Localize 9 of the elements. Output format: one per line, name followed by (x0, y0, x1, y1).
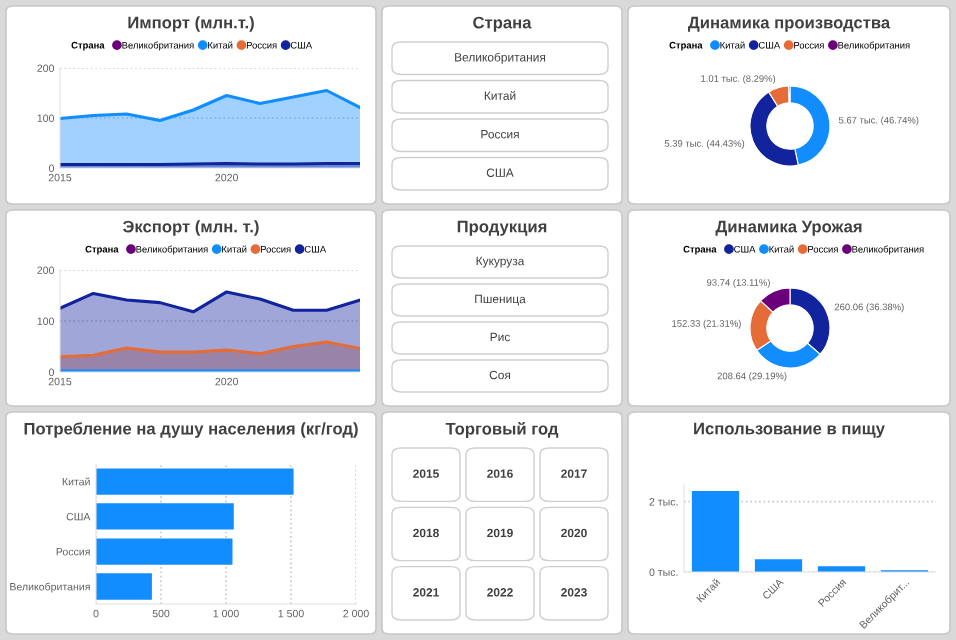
chart-title: Экспорт (млн. т.) (122, 220, 259, 236)
chart-title: Динамика Урожая (715, 220, 862, 236)
chart-title: Динамика производства (688, 16, 891, 32)
chart-title: Импорт (млн.т.) (128, 16, 254, 32)
text: Торговый год (445, 422, 559, 438)
text: Страна (473, 16, 532, 32)
text: Продукция (457, 220, 547, 236)
chart-title: Потребление на душу населения (кг/год) (24, 422, 358, 438)
chart-title: Использование в пищу (694, 422, 885, 438)
